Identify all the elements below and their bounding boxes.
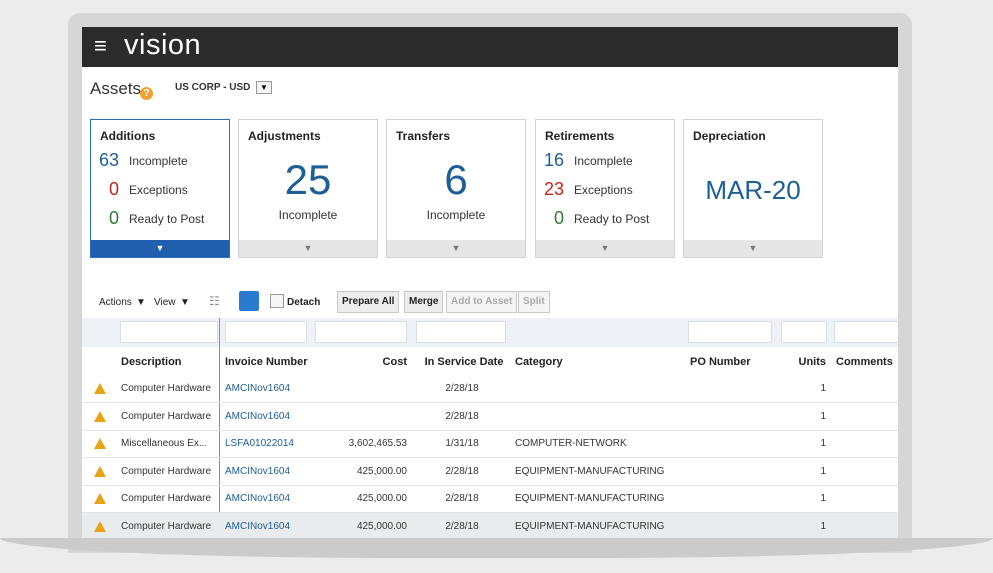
column-header[interactable]: Description — [121, 356, 182, 368]
card-title: Transfers — [396, 129, 450, 143]
freeze-icon[interactable]: ☷ — [209, 294, 220, 308]
summary-card[interactable]: Additions 63 Incomplete 0 Exceptions 0 Ready t… — [90, 119, 230, 258]
column-header[interactable]: Comments — [836, 356, 893, 368]
detach-button[interactable]: Detach — [287, 297, 320, 308]
filter-input[interactable] — [834, 321, 898, 343]
table-cell: 2/28/18 — [362, 411, 562, 422]
table-cell: 1 — [626, 411, 826, 422]
stat-value: 63 — [91, 150, 119, 171]
stat-label: Incomplete — [574, 154, 633, 168]
column-header[interactable]: Category — [515, 356, 563, 368]
toolbar-button[interactable]: Prepare All — [337, 291, 399, 313]
toolbar-button[interactable]: Split — [518, 291, 550, 313]
table-cell: 2/28/18 — [362, 383, 562, 394]
card-expand[interactable]: ▼ — [684, 240, 822, 257]
table-cell: 1 — [626, 493, 826, 504]
table-cell: Computer Hardware — [121, 383, 211, 394]
detach-icon[interactable] — [270, 294, 284, 308]
table-cell: 1 — [626, 521, 826, 532]
card-expand[interactable]: ▼ — [239, 240, 377, 257]
stat-label: Ready to Post — [129, 212, 204, 226]
toolbar-button[interactable]: Merge — [404, 291, 443, 313]
ledger: US CORP - USD — [175, 82, 250, 93]
card-expand[interactable]: ▼ — [536, 240, 674, 257]
filter-input[interactable] — [416, 321, 506, 343]
laptop-base — [0, 538, 993, 558]
card-expand[interactable]: ▼ — [387, 240, 525, 257]
stat-value: 23 — [536, 179, 564, 200]
page-title: Assets — [90, 79, 141, 99]
brand: vision — [124, 29, 201, 62]
screen: ≡ vision Assets ? US CORP - USD ▼ Additi… — [82, 27, 898, 538]
card-title: Retirements — [545, 129, 614, 143]
card-value: MAR-20 — [684, 175, 822, 206]
view-menu[interactable]: View — [154, 297, 176, 308]
menu-icon[interactable]: ≡ — [94, 33, 107, 59]
card-title: Additions — [100, 129, 155, 143]
table-cell: 1 — [626, 383, 826, 394]
summary-card[interactable]: Transfers 6 Incomplete ▼ — [386, 119, 526, 258]
table-cell: Computer Hardware — [121, 411, 211, 422]
warning-icon — [94, 521, 106, 532]
table-cell: Miscellaneous Ex... — [121, 438, 207, 449]
toolbar-button[interactable]: Add to Asset — [446, 291, 517, 313]
stat-value: 0 — [536, 208, 564, 229]
stat-value: 16 — [536, 150, 564, 171]
filter-input[interactable] — [315, 321, 407, 343]
stat-label: Exceptions — [129, 183, 188, 197]
column-header[interactable]: Units — [626, 356, 826, 368]
card-title: Adjustments — [248, 129, 321, 143]
card-value: 25 — [239, 156, 377, 204]
warning-icon — [94, 438, 106, 449]
table-cell: Computer Hardware — [121, 493, 211, 504]
stat-label: Exceptions — [574, 183, 633, 197]
stat-value: 0 — [91, 179, 119, 200]
table-cell: AMCINov1604 — [225, 411, 290, 422]
summary-card[interactable]: Depreciation MAR-20 ▼ — [683, 119, 823, 258]
filter-input[interactable] — [688, 321, 772, 343]
top-bar: ≡ vision — [82, 27, 898, 67]
card-caption: Incomplete — [387, 208, 525, 222]
table-cell: Computer Hardware — [121, 521, 211, 532]
actions-arrow: ▼ — [136, 297, 146, 308]
card-caption: Incomplete — [239, 208, 377, 222]
table-cell: AMCINov1604 — [225, 383, 290, 394]
actions-menu[interactable]: Actions — [99, 297, 132, 308]
table-cell: 1 — [626, 466, 826, 477]
stat-label: Incomplete — [129, 154, 188, 168]
stat-value: 0 — [91, 208, 119, 229]
warning-icon — [94, 383, 106, 394]
table-cell: COMPUTER-NETWORK — [515, 438, 627, 449]
warning-icon — [94, 493, 106, 504]
help-icon[interactable]: ? — [140, 87, 153, 100]
summary-card[interactable]: Adjustments 25 Incomplete ▼ — [238, 119, 378, 258]
warning-icon — [94, 466, 106, 477]
ledger-dropdown[interactable]: ▼ — [256, 81, 272, 94]
warning-icon — [94, 411, 106, 422]
wrap-icon[interactable] — [239, 291, 259, 311]
summary-card[interactable]: Retirements 16 Incomplete 23 Exceptions 0 Read… — [535, 119, 675, 258]
table-cell: 1 — [626, 438, 826, 449]
view-arrow: ▼ — [180, 297, 190, 308]
filter-input[interactable] — [120, 321, 218, 343]
stat-label: Ready to Post — [574, 212, 649, 226]
filter-input[interactable] — [225, 321, 307, 343]
card-expand[interactable]: ▼ — [91, 240, 229, 257]
card-title: Depreciation — [693, 129, 766, 143]
table-cell: Computer Hardware — [121, 466, 211, 477]
filter-input[interactable] — [781, 321, 827, 343]
card-value: 6 — [387, 156, 525, 204]
